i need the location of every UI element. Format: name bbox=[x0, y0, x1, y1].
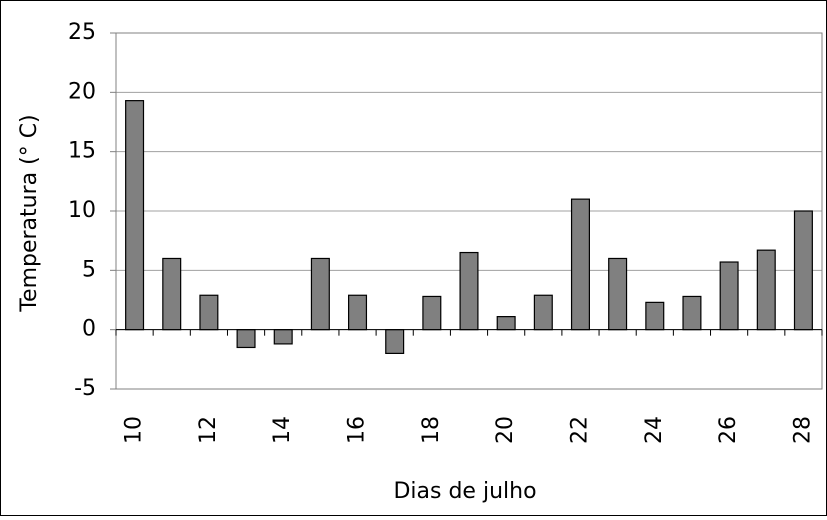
x-tick-label: 12 bbox=[196, 416, 221, 444]
y-tick-label: 25 bbox=[68, 20, 96, 45]
bar bbox=[496, 316, 516, 331]
y-axis-label: Temperatura (° C) bbox=[17, 114, 42, 312]
y-tick-label: 10 bbox=[68, 198, 96, 223]
bar bbox=[608, 257, 628, 331]
x-tick-label: 14 bbox=[270, 416, 295, 444]
x-tick-label: 22 bbox=[567, 416, 592, 444]
bar bbox=[756, 249, 776, 331]
bar bbox=[236, 329, 256, 349]
bar bbox=[199, 294, 219, 331]
bar bbox=[422, 295, 442, 331]
x-tick-label: 28 bbox=[790, 416, 815, 444]
y-tick-label: 15 bbox=[68, 139, 96, 164]
bar bbox=[793, 210, 813, 331]
y-tick-label: 20 bbox=[68, 79, 96, 104]
y-tick-label: -5 bbox=[74, 376, 96, 401]
y-tick-label: 5 bbox=[82, 257, 96, 282]
bar bbox=[310, 257, 330, 331]
x-tick-label: 18 bbox=[419, 416, 444, 444]
x-tick-label: 20 bbox=[493, 416, 518, 444]
x-tick-label: 24 bbox=[642, 416, 667, 444]
x-tick-label: 26 bbox=[716, 416, 741, 444]
plot-area bbox=[115, 32, 823, 390]
x-tick-label: 10 bbox=[122, 416, 147, 444]
bar bbox=[682, 295, 702, 331]
bar bbox=[385, 329, 405, 354]
bar bbox=[348, 294, 368, 331]
bar bbox=[459, 251, 479, 331]
bar bbox=[533, 294, 553, 331]
bar bbox=[125, 100, 145, 331]
x-axis-label: Dias de julho bbox=[393, 479, 536, 504]
bar bbox=[645, 301, 665, 331]
bar bbox=[273, 329, 293, 345]
bar bbox=[162, 257, 182, 331]
bar bbox=[570, 198, 590, 331]
x-tick-label: 16 bbox=[345, 416, 370, 444]
y-tick-label: 0 bbox=[82, 317, 96, 342]
bar bbox=[719, 261, 739, 331]
